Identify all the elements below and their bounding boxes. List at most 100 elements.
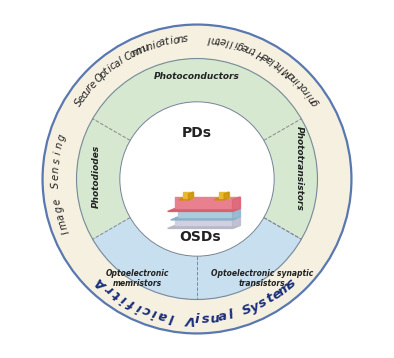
Text: S: S <box>241 303 254 318</box>
Text: o: o <box>298 82 310 93</box>
Text: m: m <box>275 280 294 298</box>
Text: n: n <box>210 34 217 45</box>
Polygon shape <box>168 208 240 212</box>
Wedge shape <box>93 179 301 299</box>
Text: O: O <box>93 72 106 84</box>
Polygon shape <box>171 217 240 220</box>
Text: r: r <box>85 83 95 93</box>
Text: n: n <box>307 93 318 104</box>
Text: V: V <box>183 313 194 326</box>
Text: s: s <box>256 295 269 311</box>
Text: e: e <box>52 197 63 205</box>
Text: o: o <box>286 69 297 81</box>
Text: C: C <box>123 50 134 62</box>
Text: y: y <box>249 299 262 315</box>
Text: l: l <box>117 56 125 66</box>
Text: Photodiodes: Photodiodes <box>91 144 100 208</box>
Text: m: m <box>130 45 143 59</box>
Polygon shape <box>178 198 193 200</box>
Text: H: H <box>256 48 267 60</box>
Text: o: o <box>128 48 138 60</box>
Text: t: t <box>273 58 281 69</box>
Text: n: n <box>177 34 184 45</box>
Polygon shape <box>188 192 193 200</box>
Text: e: e <box>219 35 227 46</box>
Text: t: t <box>264 292 277 306</box>
Text: M: M <box>281 65 294 78</box>
Circle shape <box>120 102 274 256</box>
Polygon shape <box>175 217 240 225</box>
Text: g: g <box>53 205 65 213</box>
Polygon shape <box>232 217 240 228</box>
Text: Phototransistors: Phototransistors <box>294 126 303 211</box>
Text: c: c <box>108 61 119 72</box>
Text: Photoconductors: Photoconductors <box>154 72 240 81</box>
Text: A: A <box>95 275 111 292</box>
Text: Optoelectronic
memristors: Optoelectronic memristors <box>106 269 169 288</box>
Polygon shape <box>232 208 240 220</box>
Text: p: p <box>97 69 108 81</box>
Text: t: t <box>101 67 111 77</box>
Text: s: s <box>52 158 62 164</box>
Text: n: n <box>51 166 61 173</box>
Text: PDs: PDs <box>182 126 212 140</box>
Text: i: i <box>106 64 114 74</box>
Polygon shape <box>175 197 240 208</box>
Text: r: r <box>103 282 116 296</box>
Text: r: r <box>302 87 312 96</box>
Text: s: s <box>284 276 298 291</box>
Text: c: c <box>154 38 162 49</box>
Polygon shape <box>214 198 229 200</box>
Text: u: u <box>209 311 219 325</box>
Text: l: l <box>168 310 175 324</box>
Text: c: c <box>141 303 152 318</box>
Text: i: i <box>169 36 173 46</box>
Text: e: e <box>87 79 99 90</box>
Text: i: i <box>134 300 143 314</box>
Text: e: e <box>76 93 87 104</box>
Polygon shape <box>168 225 240 228</box>
Text: u: u <box>81 86 93 97</box>
Text: I: I <box>207 34 211 44</box>
Text: n: n <box>54 141 65 150</box>
Text: c: c <box>79 90 90 100</box>
Polygon shape <box>224 192 229 200</box>
Text: l: l <box>227 309 235 322</box>
Text: S: S <box>73 97 85 108</box>
Text: i: i <box>195 313 199 326</box>
Text: S: S <box>51 182 61 189</box>
Text: l: l <box>229 38 234 48</box>
Text: s: s <box>182 34 188 44</box>
Text: e: e <box>51 174 61 180</box>
Text: n: n <box>145 41 154 53</box>
Polygon shape <box>219 192 229 198</box>
Text: i: i <box>53 151 63 155</box>
Text: a: a <box>264 53 275 64</box>
Polygon shape <box>184 192 193 198</box>
Text: t: t <box>164 37 170 47</box>
Text: a: a <box>55 213 67 221</box>
Text: i: i <box>151 306 159 320</box>
Text: t: t <box>216 35 221 45</box>
Text: l: l <box>225 37 230 47</box>
Text: e: e <box>240 41 249 53</box>
Text: t: t <box>110 287 123 301</box>
Text: Optoelectronic synaptic
transistors: Optoelectronic synaptic transistors <box>211 269 313 288</box>
Text: m: m <box>57 218 69 231</box>
Text: f: f <box>125 296 137 310</box>
Text: m: m <box>134 44 147 57</box>
Text: i: i <box>151 40 156 50</box>
Text: h: h <box>275 60 286 72</box>
Text: s: s <box>201 313 210 326</box>
Polygon shape <box>232 197 240 212</box>
Text: i: i <box>233 39 239 49</box>
Text: i: i <box>305 91 314 99</box>
Wedge shape <box>76 59 318 239</box>
Text: OSDs: OSDs <box>179 230 221 244</box>
Text: i: i <box>118 292 129 305</box>
Text: t: t <box>296 79 306 89</box>
Text: o: o <box>172 35 180 45</box>
Text: n: n <box>289 72 300 84</box>
Text: a: a <box>112 58 122 69</box>
Text: e: e <box>260 50 271 62</box>
